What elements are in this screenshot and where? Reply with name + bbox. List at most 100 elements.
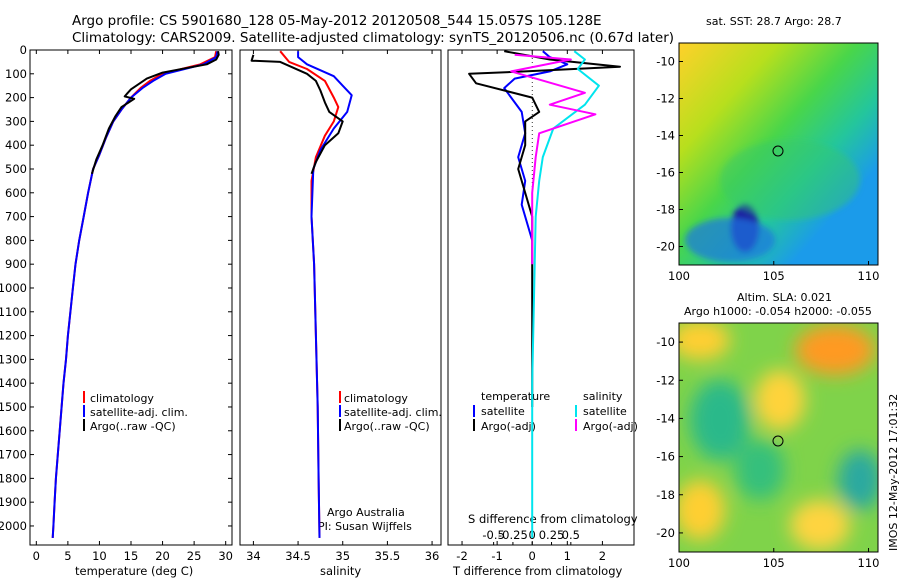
imos-timestamp: IMOS 12-May-2012 17:01:32 — [887, 394, 900, 551]
temperature-ytick-label: 900 — [5, 257, 27, 271]
sla-map-subtitle: Argo h1000: -0.054 h2000: -0.055 — [684, 305, 872, 318]
s-difference-axis-label: S difference from climatology — [468, 512, 638, 526]
difference-s-tick-label: -0.5 — [482, 528, 504, 542]
temperature-plot: 0 5 10 15 20 25 300100200300400500600700800900… — [0, 43, 233, 563]
legend-label-temperature-satellite: satellite — [481, 405, 525, 418]
difference-s-tick-label: 0.25 — [539, 528, 565, 542]
sla-map-teal-c — [735, 440, 785, 500]
sla-map-warm-se — [790, 500, 850, 550]
temperature-xtick-label: 0 — [33, 549, 40, 563]
difference-xtick-label: -2 — [456, 549, 467, 563]
sst_map-xtick-label: 105 — [763, 269, 785, 283]
temperature-ytick-label: 1000 — [0, 281, 27, 295]
salinity-axis-label: salinity — [320, 564, 361, 578]
temperature-ytick-label: 1300 — [0, 352, 27, 366]
temperature-ytick-label: 1900 — [0, 495, 27, 509]
salinity-xtick-label: 36 — [425, 549, 440, 563]
temperature-series-argo-raw-qc- — [90, 51, 220, 175]
salinity-plot-frame — [239, 49, 442, 546]
argo-position-marker — [772, 145, 784, 157]
temperature-series-climatology — [51, 51, 218, 538]
difference-series-salinity-argo-adj- — [510, 53, 597, 265]
t-difference-axis-label: T difference from climatology — [452, 564, 623, 578]
salinity-xtick-label: 35 — [335, 549, 350, 563]
difference-plot: -2 -1 0 1 2-0.5-0.25 0 0.250.5 — [456, 50, 621, 563]
sst_map-ytick-label: -20 — [656, 240, 675, 254]
temperature-ytick-label: 300 — [5, 114, 27, 128]
sst_map-ytick-label: -14 — [656, 129, 675, 143]
sst-map-green-band — [720, 140, 860, 220]
sla_map-xtick-label: 105 — [763, 556, 785, 570]
temperature-xtick-label: 25 — [187, 549, 202, 563]
sla_map-ytick-label: -18 — [656, 488, 675, 502]
sst_map-xtick-label: 100 — [668, 269, 690, 283]
sla_map-ytick-label: -12 — [656, 373, 675, 387]
temperature-xtick-label: 20 — [155, 549, 170, 563]
salinity-xtick-label: 35.5 — [375, 549, 401, 563]
difference-s-tick-label: 0.5 — [562, 528, 580, 542]
legend-label-satellite: satellite-adj. clim. — [344, 406, 442, 419]
difference-s-tick-label: -0.25 — [498, 528, 528, 542]
temperature-ytick-label: 200 — [5, 91, 27, 105]
difference-xtick-label: 1 — [564, 549, 571, 563]
temperature-ytick-label: 600 — [5, 186, 27, 200]
sst-map — [678, 42, 879, 266]
temperature-ytick-label: 700 — [5, 210, 27, 224]
legend-label-salinity-argo: Argo(-adj) — [583, 420, 638, 433]
sla-map-warm-ne — [795, 325, 875, 375]
legend-label-satellite: satellite-adj. clim. — [90, 406, 188, 419]
difference-legend: temperature salinity satellite Argo(-adj… — [473, 390, 638, 433]
sla_map-xtick-label: 100 — [668, 556, 690, 570]
temperature-legend: climatology satellite-adj. clim. Argo(..… — [83, 391, 188, 433]
data-provider-line1: Argo Australia — [327, 506, 405, 519]
temperature-ytick-label: 1200 — [0, 329, 27, 343]
difference-plot-frame — [447, 49, 635, 546]
temperature-ytick-label: 1600 — [0, 424, 27, 438]
sla_map-ytick-label: -10 — [656, 335, 675, 349]
temperature-ytick-label: 1500 — [0, 400, 27, 414]
legend-title-temperature: temperature — [481, 390, 550, 403]
salinity-series-satellite-adj-clim- — [297, 51, 353, 538]
temperature-xtick-label: 15 — [124, 549, 139, 563]
sla-map-warm-top — [679, 323, 730, 360]
temperature-ytick-label: 2000 — [0, 519, 27, 533]
sst_map-ytick-label: -18 — [656, 203, 675, 217]
legend-label-climatology: climatology — [90, 392, 154, 405]
temperature-plot-frame — [29, 49, 233, 546]
difference-series-temperature-argo-adj- — [468, 50, 621, 407]
temperature-ytick-label: 400 — [5, 138, 27, 152]
sst-map-deep-blue — [685, 218, 775, 262]
temperature-series-satellite-adj-clim- — [51, 50, 219, 538]
salinity-legend: climatology satellite-adj. clim. Argo(..… — [318, 391, 442, 533]
temperature-xtick-label: 10 — [92, 549, 107, 563]
legend-label-argo: Argo(..raw -QC) — [90, 420, 176, 433]
sla-map-warm-mid — [755, 370, 805, 430]
temperature-ytick-label: 0 — [20, 43, 27, 57]
temperature-ytick-label: 1400 — [0, 376, 27, 390]
figure-title-line2: Climatology: CARS2009. Satellite-adjuste… — [72, 30, 674, 46]
sla_map-xtick-label: 110 — [858, 556, 880, 570]
temperature-ytick-label: 1800 — [0, 471, 27, 485]
difference-xtick-label: 2 — [599, 549, 606, 563]
sst_map-ytick-label: -10 — [656, 55, 675, 69]
temperature-axis-label: temperature (deg C) — [75, 564, 193, 578]
salinity-plot: 34 34.5 35 35.5 36 — [246, 50, 439, 563]
sst_map-ytick-label: -12 — [656, 92, 675, 106]
legend-label-argo: Argo(..raw -QC) — [344, 420, 430, 433]
temperature-ytick-label: 100 — [5, 67, 27, 81]
sla-map-frame — [678, 322, 879, 553]
salinity-series-argo-raw-qc- — [250, 54, 344, 175]
salinity-series-climatology — [279, 50, 340, 538]
legend-label-salinity-satellite: satellite — [583, 405, 627, 418]
sla-map — [678, 322, 879, 553]
difference-xtick-label: -1 — [491, 549, 502, 563]
temperature-xtick-label: 5 — [64, 549, 71, 563]
legend-label-temperature-argo: Argo(-adj) — [481, 420, 536, 433]
sla_map-ytick-label: -14 — [656, 411, 675, 425]
salinity-xtick-label: 34 — [246, 549, 261, 563]
sla_map-ytick-label: -16 — [656, 450, 675, 464]
sla-map-warm-sw — [679, 480, 725, 540]
sla-map-title: Altim. SLA: 0.021 — [737, 291, 832, 304]
sst-map-frame — [678, 42, 879, 266]
